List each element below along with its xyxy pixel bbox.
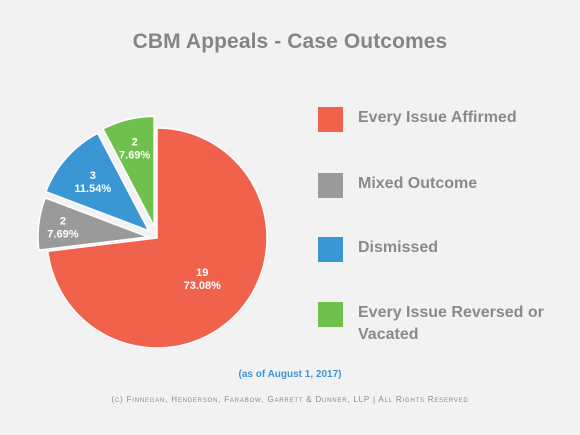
legend-item-every-issue-affirmed: Every Issue Affirmed: [318, 107, 568, 132]
pie-slices: [37, 115, 268, 349]
legend-label: Dismissed: [358, 239, 439, 256]
pie-slice-mixed-outcome: [37, 196, 149, 252]
pie-slice-every-issue-reversed-or-vacated: [101, 115, 155, 227]
slice-value-label: 2: [60, 216, 66, 228]
pie-slice-dismissed: [44, 132, 151, 233]
legend-item-mixed-outcome: Mixed Outcome: [318, 173, 568, 198]
legend-swatch: [318, 237, 343, 262]
slice-percent-label: 7.69%: [119, 149, 150, 161]
legend-label: Mixed Outcome: [358, 175, 478, 192]
legend-swatch: [318, 173, 343, 198]
copyright-notice: (c) Finnegan, Henderson, Farabow, Garret…: [111, 395, 469, 404]
as-of-date-note: (as of August 1, 2017): [238, 369, 342, 380]
slice-value-label: 2: [132, 136, 138, 148]
legend-label: Every Issue Affirmed: [358, 109, 517, 126]
legend-swatch: [318, 107, 343, 132]
slice-percent-label: 11.54%: [74, 183, 111, 195]
legend-item-every-issue-reversed: Every Issue Reversed or Vacated: [318, 302, 568, 346]
legend-swatch: [318, 302, 343, 327]
pie-slice-every-issue-affirmed: [46, 127, 268, 349]
chart-legend: Every Issue Affirmed Mixed Outcome Dismi…: [318, 0, 568, 435]
legend-label: Every Issue Reversed or Vacated: [358, 304, 544, 343]
legend-item-dismissed: Dismissed: [318, 237, 568, 262]
slice-percent-label: 7.69%: [47, 229, 78, 241]
slice-percent-label: 73.08%: [184, 280, 222, 292]
slice-value-label: 3: [90, 170, 96, 182]
slice-value-label: 19: [196, 267, 208, 279]
chart-title: CBM Appeals - Case Outcomes: [132, 30, 448, 53]
